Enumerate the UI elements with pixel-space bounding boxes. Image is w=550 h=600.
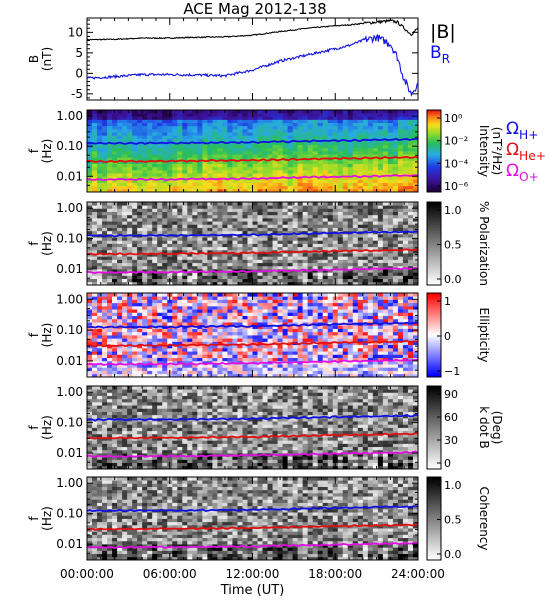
gyro-line-ohe-panel-5	[86, 523, 418, 531]
series-line-br	[86, 34, 419, 98]
colorbar-label: Coherency	[477, 486, 491, 550]
colorbar-kdotb	[427, 386, 441, 470]
colorbar-tick-label: 0.5	[444, 514, 462, 527]
y-axis-label: f	[27, 516, 41, 521]
colorbar-tick-label: 1.0	[444, 479, 462, 492]
gyro-line-oh-panel-5	[86, 505, 419, 513]
gyro-label-ohe: ΩHe+	[506, 140, 546, 163]
y-tick-label: 1.00	[56, 292, 83, 306]
y-tick-label: 0.01	[56, 446, 83, 460]
gyro-line-oo-panel-2	[86, 266, 419, 275]
colorbar-coherency	[427, 477, 441, 561]
y-tick-label: 0.10	[56, 416, 83, 430]
colorbar-label: Intensity	[477, 125, 491, 177]
gyro-line-oo-panel-4	[86, 450, 419, 459]
gyro-line-ohe-panel-1	[86, 155, 419, 164]
gyro-line-oh-panel-1	[86, 137, 419, 145]
y-tick-label: 0.01	[56, 354, 83, 368]
y-axis-label: (nT)	[40, 47, 54, 71]
colorbar-tick-label: 0.0	[444, 548, 462, 561]
y-axis-label: (Hz)	[40, 506, 54, 531]
colorbar-tick-label: 1.0	[444, 204, 462, 217]
colorbar-tick-label: 60	[444, 411, 458, 424]
colorbar-tick-label: 10⁰	[444, 112, 463, 125]
x-axis-label: Time (UT)	[220, 583, 285, 598]
colorbar-intensity	[427, 110, 441, 193]
series-line-bmag	[86, 18, 419, 41]
colorbar-tick-label: 10⁻²	[444, 135, 468, 148]
colorbar-frame	[426, 292, 442, 378]
gyro-line-oo-panel-3	[86, 358, 418, 366]
colorbar-label: Ellipticity	[477, 308, 491, 363]
gyro-line-ohe-panel-3	[86, 339, 419, 348]
y-axis-label: f	[27, 148, 41, 153]
colorbar-label: (nT²/Hz)	[490, 127, 504, 175]
y-tick-label: 1.00	[56, 201, 83, 215]
y-tick-label: 0.01	[56, 537, 83, 551]
colorbar-label: k dot B	[477, 406, 491, 448]
y-axis-label: (Hz)	[40, 139, 54, 164]
x-tick-label: 06:00:00	[143, 567, 197, 581]
y-axis-label: (Hz)	[40, 323, 54, 348]
x-tick-label: 24:00:00	[391, 567, 445, 581]
gyro-line-oo-panel-5	[86, 541, 419, 550]
y-tick-label: 0.10	[56, 323, 83, 337]
colorbar-frame	[426, 201, 442, 286]
colorbar-tick-label: 10⁻⁴	[444, 157, 469, 170]
x-tick-label: 00:00:00	[60, 567, 114, 581]
colorbar-tick-label: 0.5	[444, 239, 462, 252]
y-axis-label: (Hz)	[40, 231, 54, 256]
y-tick-label: -5	[71, 87, 83, 101]
colorbar-tick-label: 0.0	[444, 273, 462, 286]
colorbar-tick-label: 0	[444, 330, 451, 343]
y-axis-label: (Hz)	[40, 415, 54, 440]
gyro-line-oo-panel-1	[86, 174, 419, 182]
colorbar-frame	[426, 109, 442, 193]
y-tick-label: 0.10	[56, 232, 83, 246]
gyro-line-ohe-panel-4	[86, 432, 419, 440]
x-tick-label: 18:00:00	[308, 567, 362, 581]
colorbar-tick-label: 10⁻⁶	[444, 180, 469, 193]
colorbar-tick-label: 0	[444, 457, 451, 470]
legend-bmag: |B|	[430, 21, 456, 43]
figure-title: ACE Mag 2012-138	[183, 0, 326, 18]
gyro-label-oo: ΩO+	[506, 161, 539, 184]
y-axis-label: f	[27, 332, 41, 337]
colorbar-tick-label: 1	[444, 295, 451, 308]
mag-plot-frame	[86, 17, 419, 101]
colorbar-label: % Polarization	[477, 201, 491, 286]
gyro-label-oh: ΩH+	[506, 119, 538, 142]
spectrogram-kdotb	[87, 386, 419, 470]
gyro-line-oh-panel-2	[86, 230, 419, 238]
x-tick-label: 12:00:00	[226, 567, 280, 581]
gyro-line-oh-panel-4	[86, 413, 419, 422]
colorbar-tick-label: 90	[444, 388, 458, 401]
y-tick-label: 1.00	[56, 385, 83, 399]
colorbar-tick-label: −1	[444, 365, 460, 378]
y-tick-label: 0.01	[56, 262, 83, 276]
colorbar-ellipticity	[427, 293, 441, 378]
y-tick-label: 0.01	[56, 169, 83, 183]
colorbar-frame	[426, 476, 442, 561]
spectrogram-polarization	[87, 202, 419, 286]
y-tick-label: 1.00	[56, 476, 83, 490]
gyro-line-ohe-panel-2	[86, 248, 418, 256]
y-axis-label: f	[27, 425, 41, 430]
y-tick-label: 10	[68, 25, 83, 39]
y-axis-label: f	[27, 241, 41, 246]
y-axis-label: B	[27, 55, 41, 63]
y-tick-label: 0.10	[56, 507, 83, 521]
y-tick-label: 1.00	[56, 109, 83, 123]
legend-br: BR	[430, 43, 451, 66]
y-tick-label: 0	[75, 66, 83, 80]
gyro-line-oh-panel-3	[87, 321, 419, 329]
colorbar-polarization	[427, 202, 441, 286]
colorbar-label: (Deg)	[490, 411, 504, 445]
colorbar-tick-label: 30	[444, 434, 458, 447]
y-tick-label: 0.10	[56, 139, 83, 153]
y-tick-label: 5	[75, 46, 83, 60]
colorbar-frame	[426, 385, 442, 470]
